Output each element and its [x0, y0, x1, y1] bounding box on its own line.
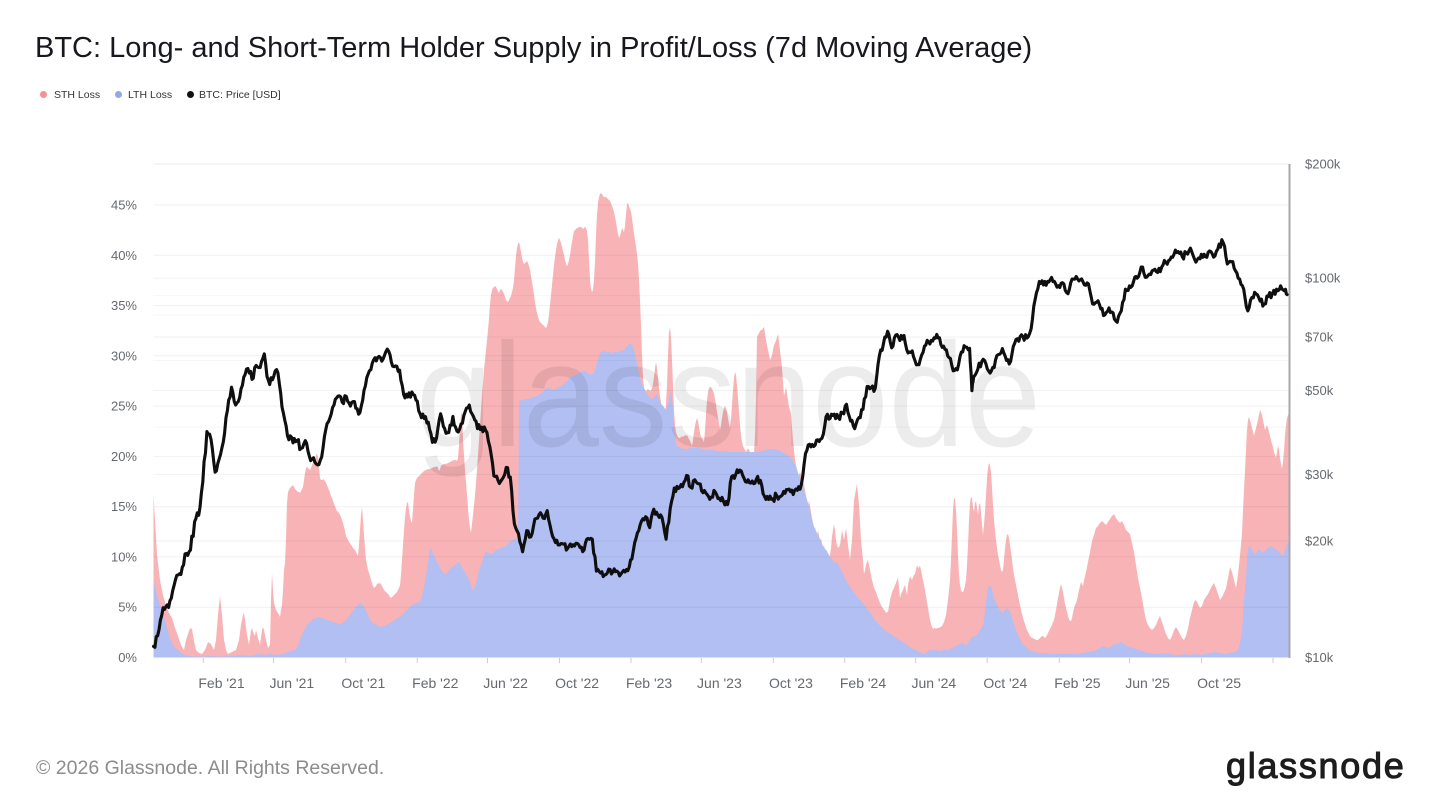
- svg-text:45%: 45%: [111, 198, 137, 213]
- svg-text:Oct '24: Oct '24: [983, 675, 1027, 691]
- svg-text:35%: 35%: [111, 298, 137, 313]
- svg-text:15%: 15%: [111, 499, 137, 514]
- svg-text:$10k: $10k: [1305, 650, 1334, 665]
- svg-text:Feb '21: Feb '21: [198, 675, 244, 691]
- svg-text:10%: 10%: [111, 549, 137, 564]
- svg-text:$50k: $50k: [1305, 383, 1334, 398]
- svg-text:Jun '21: Jun '21: [269, 675, 314, 691]
- svg-text:$200k: $200k: [1305, 157, 1341, 172]
- svg-text:$30k: $30k: [1305, 467, 1334, 482]
- svg-text:40%: 40%: [111, 248, 137, 263]
- svg-text:20%: 20%: [111, 449, 137, 464]
- svg-text:Feb '23: Feb '23: [626, 675, 672, 691]
- svg-text:25%: 25%: [111, 399, 137, 414]
- svg-text:5%: 5%: [118, 600, 137, 615]
- svg-text:Jun '25: Jun '25: [1125, 675, 1170, 691]
- svg-text:30%: 30%: [111, 348, 137, 363]
- svg-text:Jun '24: Jun '24: [911, 675, 956, 691]
- svg-text:Oct '23: Oct '23: [769, 675, 813, 691]
- svg-text:Oct '22: Oct '22: [555, 675, 599, 691]
- svg-text:glassnode: glassnode: [416, 313, 1041, 478]
- svg-text:$20k: $20k: [1305, 534, 1334, 549]
- svg-text:Feb '22: Feb '22: [412, 675, 458, 691]
- svg-text:Oct '25: Oct '25: [1197, 675, 1241, 691]
- svg-text:Feb '24: Feb '24: [840, 675, 886, 691]
- svg-text:$100k: $100k: [1305, 271, 1341, 286]
- svg-text:Jun '23: Jun '23: [697, 675, 742, 691]
- svg-text:Jun '22: Jun '22: [483, 675, 528, 691]
- svg-text:0%: 0%: [118, 650, 137, 665]
- svg-text:Oct '21: Oct '21: [341, 675, 385, 691]
- svg-text:$70k: $70k: [1305, 330, 1334, 345]
- svg-text:Feb '25: Feb '25: [1054, 675, 1100, 691]
